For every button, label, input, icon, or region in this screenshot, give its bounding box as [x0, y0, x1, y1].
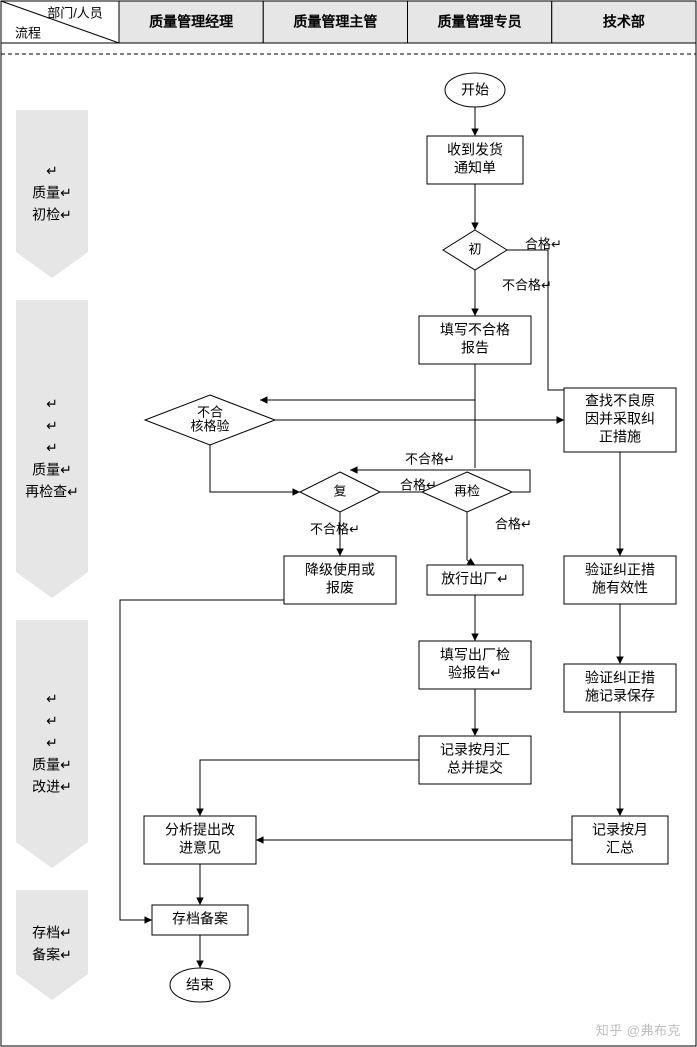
lane-label-1-4: 再检查↵	[25, 484, 79, 500]
edge-label-re_pass_mid: 合格↵	[400, 477, 437, 492]
node-label-nc_report-0: 填写不合格	[440, 322, 510, 338]
node-label-root_cause-0: 查找不良原	[585, 393, 655, 409]
node-label-receive-1: 通知单	[454, 160, 496, 176]
node-label-monthly_submit-1: 总并提交	[447, 760, 503, 776]
lane-label-2-1: ↵	[46, 713, 58, 729]
node-label-recheck-0: 再检	[454, 483, 480, 498]
node-label-start: 开始	[461, 82, 489, 98]
lane-label-2-3: 质量↵	[32, 757, 72, 773]
node-label-downgrade-1: 报废	[326, 580, 354, 596]
header-corner-bottom: 流程	[15, 25, 41, 40]
header-corner-top: 部门/人员	[47, 5, 103, 20]
edge-21	[200, 760, 419, 816]
node-label-archive-0: 存档备案	[172, 911, 228, 927]
edge-label-recheck2_fail: 不合格↵	[310, 521, 360, 536]
lane-label-3-0: 存档↵	[32, 925, 72, 941]
node-label-root_cause-2: 正措施	[599, 429, 641, 445]
node-label-verify_save-0: 验证纠正措	[585, 670, 655, 686]
lane-label-1-0: ↵	[46, 396, 58, 412]
diagram-stage: 部门/人员流程 质量管理经理 质量管理主管 质量管理专员 技术部 ↵ 质量↵ 初检↵ ↵ ↵ ↵ 质量…	[0, 0, 697, 1047]
lane-label-0-2: 初检↵	[32, 207, 72, 223]
node-label-initial_check-0: 初	[468, 241, 481, 256]
node-label-downgrade-0: 降级使用或	[305, 562, 375, 578]
watermark-label: 知乎 @弗布克	[596, 1020, 681, 1039]
edge-3	[260, 364, 475, 400]
lane-label-1-1: ↵	[46, 418, 58, 434]
node-label-end: 结束	[186, 977, 214, 993]
edge-5	[210, 445, 300, 492]
edge-label-recheck_pass: 合格↵	[495, 516, 532, 531]
edge-label-init_pass: 合格↵	[525, 236, 562, 251]
lane-label-0-1: 质量↵	[32, 185, 72, 201]
lane-label-2-4: 改进↵	[32, 779, 72, 795]
node-label-verify-0: 不合	[197, 404, 223, 419]
lane-label-1-2: ↵	[46, 440, 58, 456]
edge-label-init_fail: 不合格↵	[502, 277, 552, 292]
lane-arrow-3	[16, 890, 88, 1000]
lane-label-2-2: ↵	[46, 735, 58, 751]
node-label-receive-0: 收到发货	[447, 142, 503, 158]
node-label-verify_eff-0: 验证纠正措	[585, 562, 655, 578]
node-label-root_cause-1: 因并采取纠	[585, 411, 655, 427]
flowchart-svg: 部门/人员流程 质量管理经理 质量管理主管 质量管理专员 技术部 ↵ 质量↵ 初检↵ ↵ ↵ ↵ 质量…	[0, 0, 697, 1047]
node-label-recheck2-0: 复	[333, 483, 346, 498]
lane-label-0-0: ↵	[46, 163, 58, 179]
node-label-tech_monthly-1: 汇总	[606, 840, 634, 856]
lane-label-1-3: 质量↵	[32, 462, 72, 478]
node-label-analysis-1: 进意见	[179, 840, 221, 856]
node-label-verify-1: 核格验	[190, 418, 229, 433]
node-label-analysis-0: 分析提出改	[165, 822, 235, 838]
node-label-out_report-0: 填写出厂检	[440, 647, 510, 663]
node-label-verify_save-1: 施记录保存	[585, 688, 655, 704]
node-label-out_report-1: 验报告↵	[448, 665, 502, 681]
lane-label-3-1: 备案↵	[32, 947, 72, 963]
node-label-verify_eff-1: 施有效性	[592, 580, 648, 596]
node-label-release-0: 放行出厂↵	[441, 571, 509, 587]
edge-label-recheck_line: 不合格↵	[405, 451, 455, 466]
header-col-label-1: 质量管理主管	[293, 14, 377, 30]
header-col-label-2: 质量管理专员	[438, 14, 522, 30]
node-label-nc_report-1: 报告	[461, 340, 489, 356]
header-col-label-0: 质量管理经理	[149, 14, 233, 30]
lane-label-2-0: ↵	[46, 691, 58, 707]
node-label-tech_monthly-0: 记录按月	[592, 822, 648, 838]
edge-10	[467, 560, 475, 565]
node-label-monthly_submit-0: 记录按月汇	[440, 742, 510, 758]
header-col-label-3: 技术部	[603, 14, 645, 30]
